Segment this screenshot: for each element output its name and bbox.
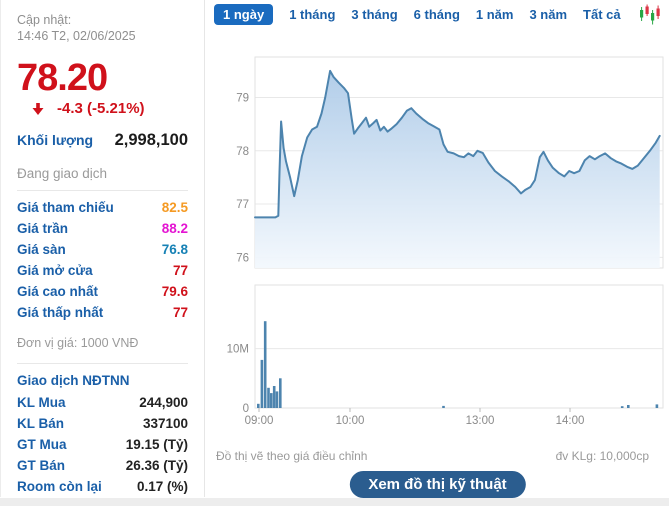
tab-6-months[interactable]: 6 tháng [413, 7, 460, 22]
chart-panel: 1 ngày 1 tháng 3 tháng 6 tháng 1 năm 3 n… [206, 0, 669, 498]
divider [17, 363, 188, 364]
svg-text:13:00: 13:00 [466, 415, 495, 427]
tab-3-months[interactable]: 3 tháng [351, 7, 398, 22]
svg-text:10M: 10M [227, 344, 249, 356]
tab-1-month[interactable]: 1 tháng [289, 7, 336, 22]
price-unit-note: Đơn vị giá: 1000 VNĐ [17, 336, 139, 350]
stat-value: 77 [172, 263, 188, 278]
foreign-row-room-left: Room còn lại 0.17 (%) [17, 479, 188, 500]
tab-3-years[interactable]: 3 năm [529, 7, 568, 22]
stat-value: 76.8 [161, 242, 188, 257]
stat-row-reference: Giá tham chiếu 82.5 [17, 200, 188, 221]
last-price: 78.20 [17, 57, 108, 99]
svg-text:79: 79 [236, 92, 249, 104]
chart-footer-notes: Đồ thị vẽ theo giá điều chỉnh đv KLg: 10… [216, 449, 649, 463]
candlestick-chart-icon[interactable] [639, 4, 661, 25]
row-label: KL Mua [17, 395, 66, 410]
row-label: KL Bán [17, 416, 65, 431]
stat-row-ceiling: Giá trần 88.2 [17, 221, 188, 242]
stat-label: Giá cao nhất [17, 284, 99, 299]
quote-panel: Cập nhật: 14:46 T2, 02/06/2025 78.20 -4.… [0, 0, 205, 497]
row-value: 19.15 (Tỷ) [125, 437, 188, 452]
divider [17, 190, 188, 191]
range-tabs: 1 ngày 1 tháng 3 tháng 6 tháng 1 năm 3 n… [214, 4, 661, 25]
row-label: GT Bán [17, 458, 66, 473]
svg-text:76: 76 [236, 252, 249, 264]
intraday-price-and-volume-chart[interactable]: 76 77 78 79 10M 009:00 10:00 13:00 14:00 [206, 30, 669, 440]
foreign-row-sell-volume: KL Bán 337100 [17, 416, 188, 437]
bottom-strip [0, 498, 669, 506]
foreign-row-buy-volume: KL Mua 244,900 [17, 395, 188, 416]
row-value: 26.36 (Tỷ) [125, 458, 188, 473]
technical-chart-button[interactable]: Xem đồ thị kỹ thuật [349, 471, 526, 498]
svg-text:0: 0 [243, 403, 249, 415]
stat-value: 82.5 [161, 200, 188, 215]
volume-label: Khối lượng [17, 132, 94, 148]
stat-value: 88.2 [161, 221, 188, 236]
svg-text:77: 77 [236, 199, 249, 211]
price-change: -4.3 (-5.21%) [57, 100, 145, 117]
foreign-row-sell-value: GT Bán 26.36 (Tỷ) [17, 458, 188, 479]
adjusted-price-note: Đồ thị vẽ theo giá điều chỉnh [216, 449, 368, 463]
row-label: GT Mua [17, 437, 67, 452]
foreign-row-buy-value: GT Mua 19.15 (Tỷ) [17, 437, 188, 458]
stat-label: Giá sàn [17, 242, 66, 257]
price-change-row: -4.3 (-5.21%) [17, 100, 188, 117]
stat-label: Giá trần [17, 221, 69, 236]
svg-text:09:00: 09:00 [245, 415, 274, 427]
foreign-trading-title: Giao dịch NĐTNN [17, 373, 130, 388]
row-value: 0.17 (%) [136, 479, 188, 494]
svg-text:10:00: 10:00 [336, 415, 365, 427]
stat-label: Giá tham chiếu [17, 200, 114, 215]
row-label: Room còn lại [17, 479, 102, 494]
stat-row-floor: Giá sàn 76.8 [17, 242, 188, 263]
session-status: Đang giao dịch [17, 166, 108, 181]
svg-text:78: 78 [236, 146, 249, 158]
stat-value: 79.6 [161, 284, 188, 299]
down-arrow-icon [32, 102, 44, 115]
row-value: 337100 [142, 416, 188, 431]
stat-label: Giá mở cửa [17, 263, 93, 278]
stat-row-open: Giá mở cửa 77 [17, 263, 188, 284]
updated-time: 14:46 T2, 02/06/2025 [17, 29, 136, 43]
updated-label: Cập nhật: [17, 13, 72, 27]
stat-value: 77 [172, 305, 188, 320]
tab-1-day[interactable]: 1 ngày [214, 4, 274, 25]
volume-row: Khối lượng 2,998,100 [17, 131, 188, 150]
stat-label: Giá thấp nhất [17, 305, 104, 320]
tab-all[interactable]: Tất cả [583, 7, 621, 22]
svg-text:14:00: 14:00 [556, 415, 585, 427]
volume-unit-note: đv KLg: 10,000cp [555, 449, 649, 463]
stat-row-low: Giá thấp nhất 77 [17, 305, 188, 326]
stat-row-high: Giá cao nhất 79.6 [17, 284, 188, 305]
row-value: 244,900 [139, 395, 188, 410]
volume-value: 2,998,100 [114, 131, 188, 149]
tab-1-year[interactable]: 1 năm [475, 7, 514, 22]
